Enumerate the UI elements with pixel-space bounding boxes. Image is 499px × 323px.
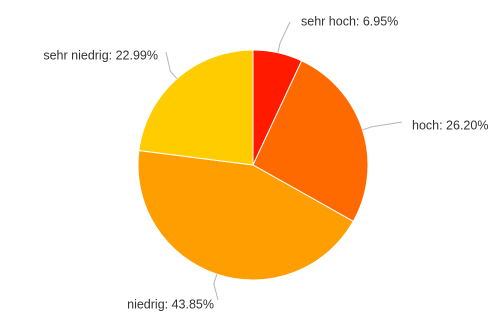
pie-slices: [137, 49, 369, 281]
data-label-niedrig: niedrig: 43.85%: [127, 297, 214, 311]
leader-line-sehr-niedrig: [165, 51, 178, 80]
leader-line-niedrig: [213, 274, 219, 301]
data-labels: sehr hoch: 6.95% hoch: 26.20% niedrig: 43.…: [43, 14, 488, 311]
data-label-hoch: hoch: 26.20%: [412, 118, 488, 132]
pie-slice-sehr-niedrig: [138, 49, 254, 166]
leader-line-sehr-hoch: [277, 21, 291, 53]
leader-line-hoch: [362, 121, 403, 131]
data-label-sehr-niedrig: sehr niedrig: 22.99%: [43, 48, 158, 62]
leader-lines: [165, 21, 403, 301]
pie-slice-niedrig: [137, 149, 354, 281]
data-label-sehr-hoch: sehr hoch: 6.95%: [301, 14, 398, 28]
